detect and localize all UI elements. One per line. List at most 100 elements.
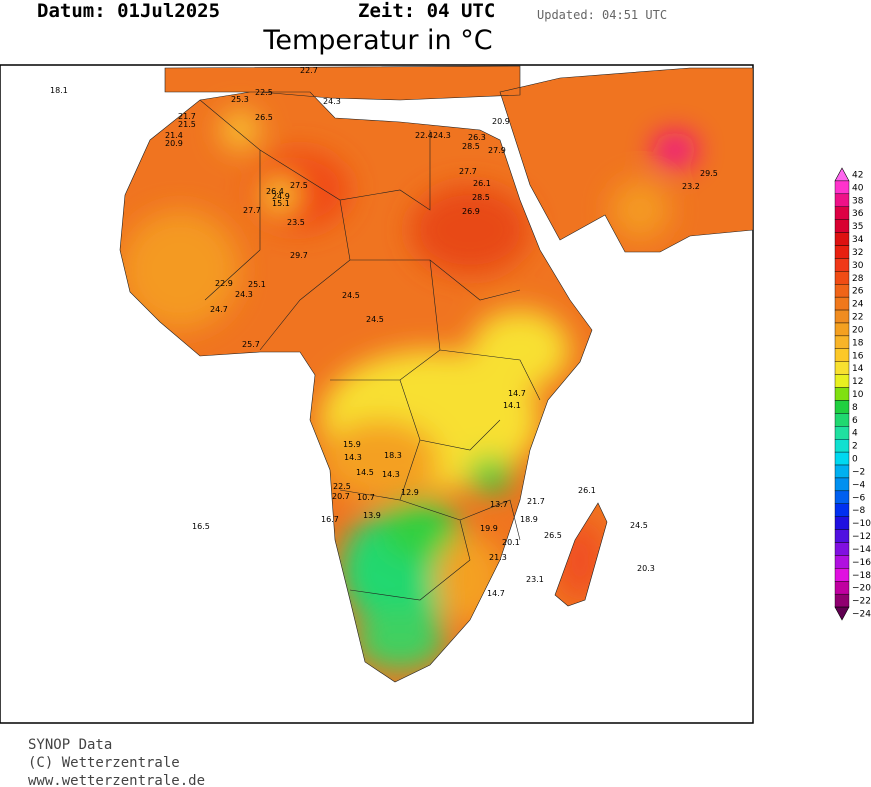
station-temperature: 14.3 (382, 470, 400, 479)
colorbar-swatch (834, 193, 850, 207)
colorbar-swatch (834, 361, 850, 375)
colorbar-label: 10 (852, 390, 864, 400)
colorbar-swatch (834, 581, 850, 595)
footer-line: (C) Wetterzentrale (28, 755, 180, 771)
colorbar-label: 35 (852, 222, 863, 232)
colorbar-swatch (834, 490, 850, 504)
colorbar-label: 18 (852, 338, 864, 348)
colorbar-label: 42 (852, 170, 863, 180)
station-temperature: 25.1 (248, 280, 266, 289)
colorbar-swatch (834, 413, 850, 427)
station-temperature: 20.9 (165, 139, 183, 148)
colorbar-swatch (834, 180, 850, 195)
date: Datum: 01Jul2025 (37, 0, 220, 22)
title: Temperatur in °C (262, 25, 492, 56)
colorbar-swatch (834, 516, 850, 530)
station-temperature: 29.5 (700, 169, 718, 178)
station-temperature: 26.5 (255, 113, 273, 122)
colorbar-label: 28 (852, 274, 864, 284)
footer-line: SYNOP Data (28, 737, 112, 753)
colorbar-label: −4 (852, 480, 866, 490)
colorbar-swatch (834, 477, 850, 492)
colorbar-swatch (834, 593, 850, 608)
station-labels: 22.526.521.721.521.420.927.526.424.915.1… (50, 66, 718, 598)
colorbar-swatch (834, 348, 850, 362)
station-temperature: 22.7 (300, 66, 318, 75)
station-temperature: 21.7 (527, 497, 545, 506)
colorbar-label: 36 (852, 209, 864, 219)
station-temperature: 26.9 (462, 207, 480, 216)
colorbar-swatch (834, 335, 850, 349)
colorbar-label: 24 (852, 300, 864, 310)
station-temperature: 24.5 (366, 315, 384, 324)
station-temperature: 28.5 (472, 193, 490, 202)
station-temperature: 24.3 (323, 97, 341, 106)
colorbar-swatch (834, 555, 850, 569)
borders (199, 99, 541, 601)
time: Zeit: 04 UTC (358, 0, 495, 22)
colorbar-label: 6 (852, 416, 858, 426)
station-temperature: 24.5 (342, 291, 360, 300)
colorbar-label: 40 (852, 183, 864, 193)
colorbar-label: −8 (852, 506, 866, 516)
colorbar-swatch (834, 284, 850, 298)
colorbar-swatch (834, 374, 850, 388)
station-temperature: 16.5 (192, 522, 210, 531)
station-temperature: 27.7 (459, 167, 477, 176)
colorbar-label: −16 (852, 558, 871, 568)
station-temperature: 15.1 (272, 199, 290, 208)
colorbar-swatch (834, 206, 850, 220)
colorbar-swatch (834, 309, 850, 324)
colorbar-label: −12 (852, 532, 871, 542)
colorbar-swatch (834, 400, 850, 414)
station-temperature: 21.3 (489, 553, 507, 562)
station-temperature: 21.7 (178, 112, 196, 121)
station-temperature: 12.9 (401, 488, 419, 497)
colorbar-label: 12 (852, 377, 863, 387)
colorbar-swatch (834, 542, 850, 556)
station-temperature: 24.9 (272, 192, 290, 201)
colorbar-label: −10 (852, 519, 871, 529)
colorbar-label: 22 (852, 313, 863, 323)
colorbar-swatch (834, 529, 850, 543)
station-temperature: 26.3 (468, 133, 486, 142)
station-temperature: 23.5 (287, 218, 305, 227)
station-temperature: 14.5 (356, 468, 374, 477)
station-temperature: 21.4 (165, 131, 183, 140)
station-temperature: 23.2 (682, 182, 700, 191)
station-temperature: 22.5 (333, 482, 351, 491)
station-temperature: 26.4 (266, 187, 284, 196)
colorbar-label: 32 (852, 248, 863, 258)
station-temperature: 18.9 (520, 515, 538, 524)
footer-line: www.wetterzentrale.de (28, 773, 205, 787)
station-temperature: 14.3 (344, 453, 362, 462)
colorbar-label: 8 (852, 403, 858, 413)
colorbar-swatch (834, 296, 850, 311)
station-temperature: 14.7 (508, 389, 526, 398)
station-temperature: 26.1 (473, 179, 491, 188)
colorbar-swatch (834, 219, 850, 233)
colorbar-swatch (834, 258, 850, 272)
station-temperature: 21.5 (178, 120, 196, 129)
station-temperature: 27.9 (488, 146, 506, 155)
station-temperature: 19.9 (480, 524, 498, 533)
station-temperature: 18.3 (384, 451, 402, 460)
colorbar-label: 20 (852, 325, 864, 335)
station-temperature: 18.1 (50, 86, 68, 95)
colorbar-label: −22 (852, 597, 871, 607)
station-temperature: 23.1 (526, 575, 544, 584)
station-temperature: 27.5 (290, 181, 308, 190)
colorbar-swatch (834, 503, 850, 517)
colorbar-label: −24 (852, 610, 871, 620)
colorbar-swatch (834, 245, 850, 259)
station-temperature: 14.7 (487, 589, 505, 598)
station-temperature: 16.7 (321, 515, 339, 524)
colorbar-label: −14 (852, 545, 871, 555)
colorbar-swatch (834, 439, 850, 453)
colorbar-label: 26 (852, 287, 864, 297)
colorbar-swatch (834, 387, 850, 401)
colorbar-label: 14 (852, 364, 864, 374)
colorbar-swatch (834, 464, 850, 479)
